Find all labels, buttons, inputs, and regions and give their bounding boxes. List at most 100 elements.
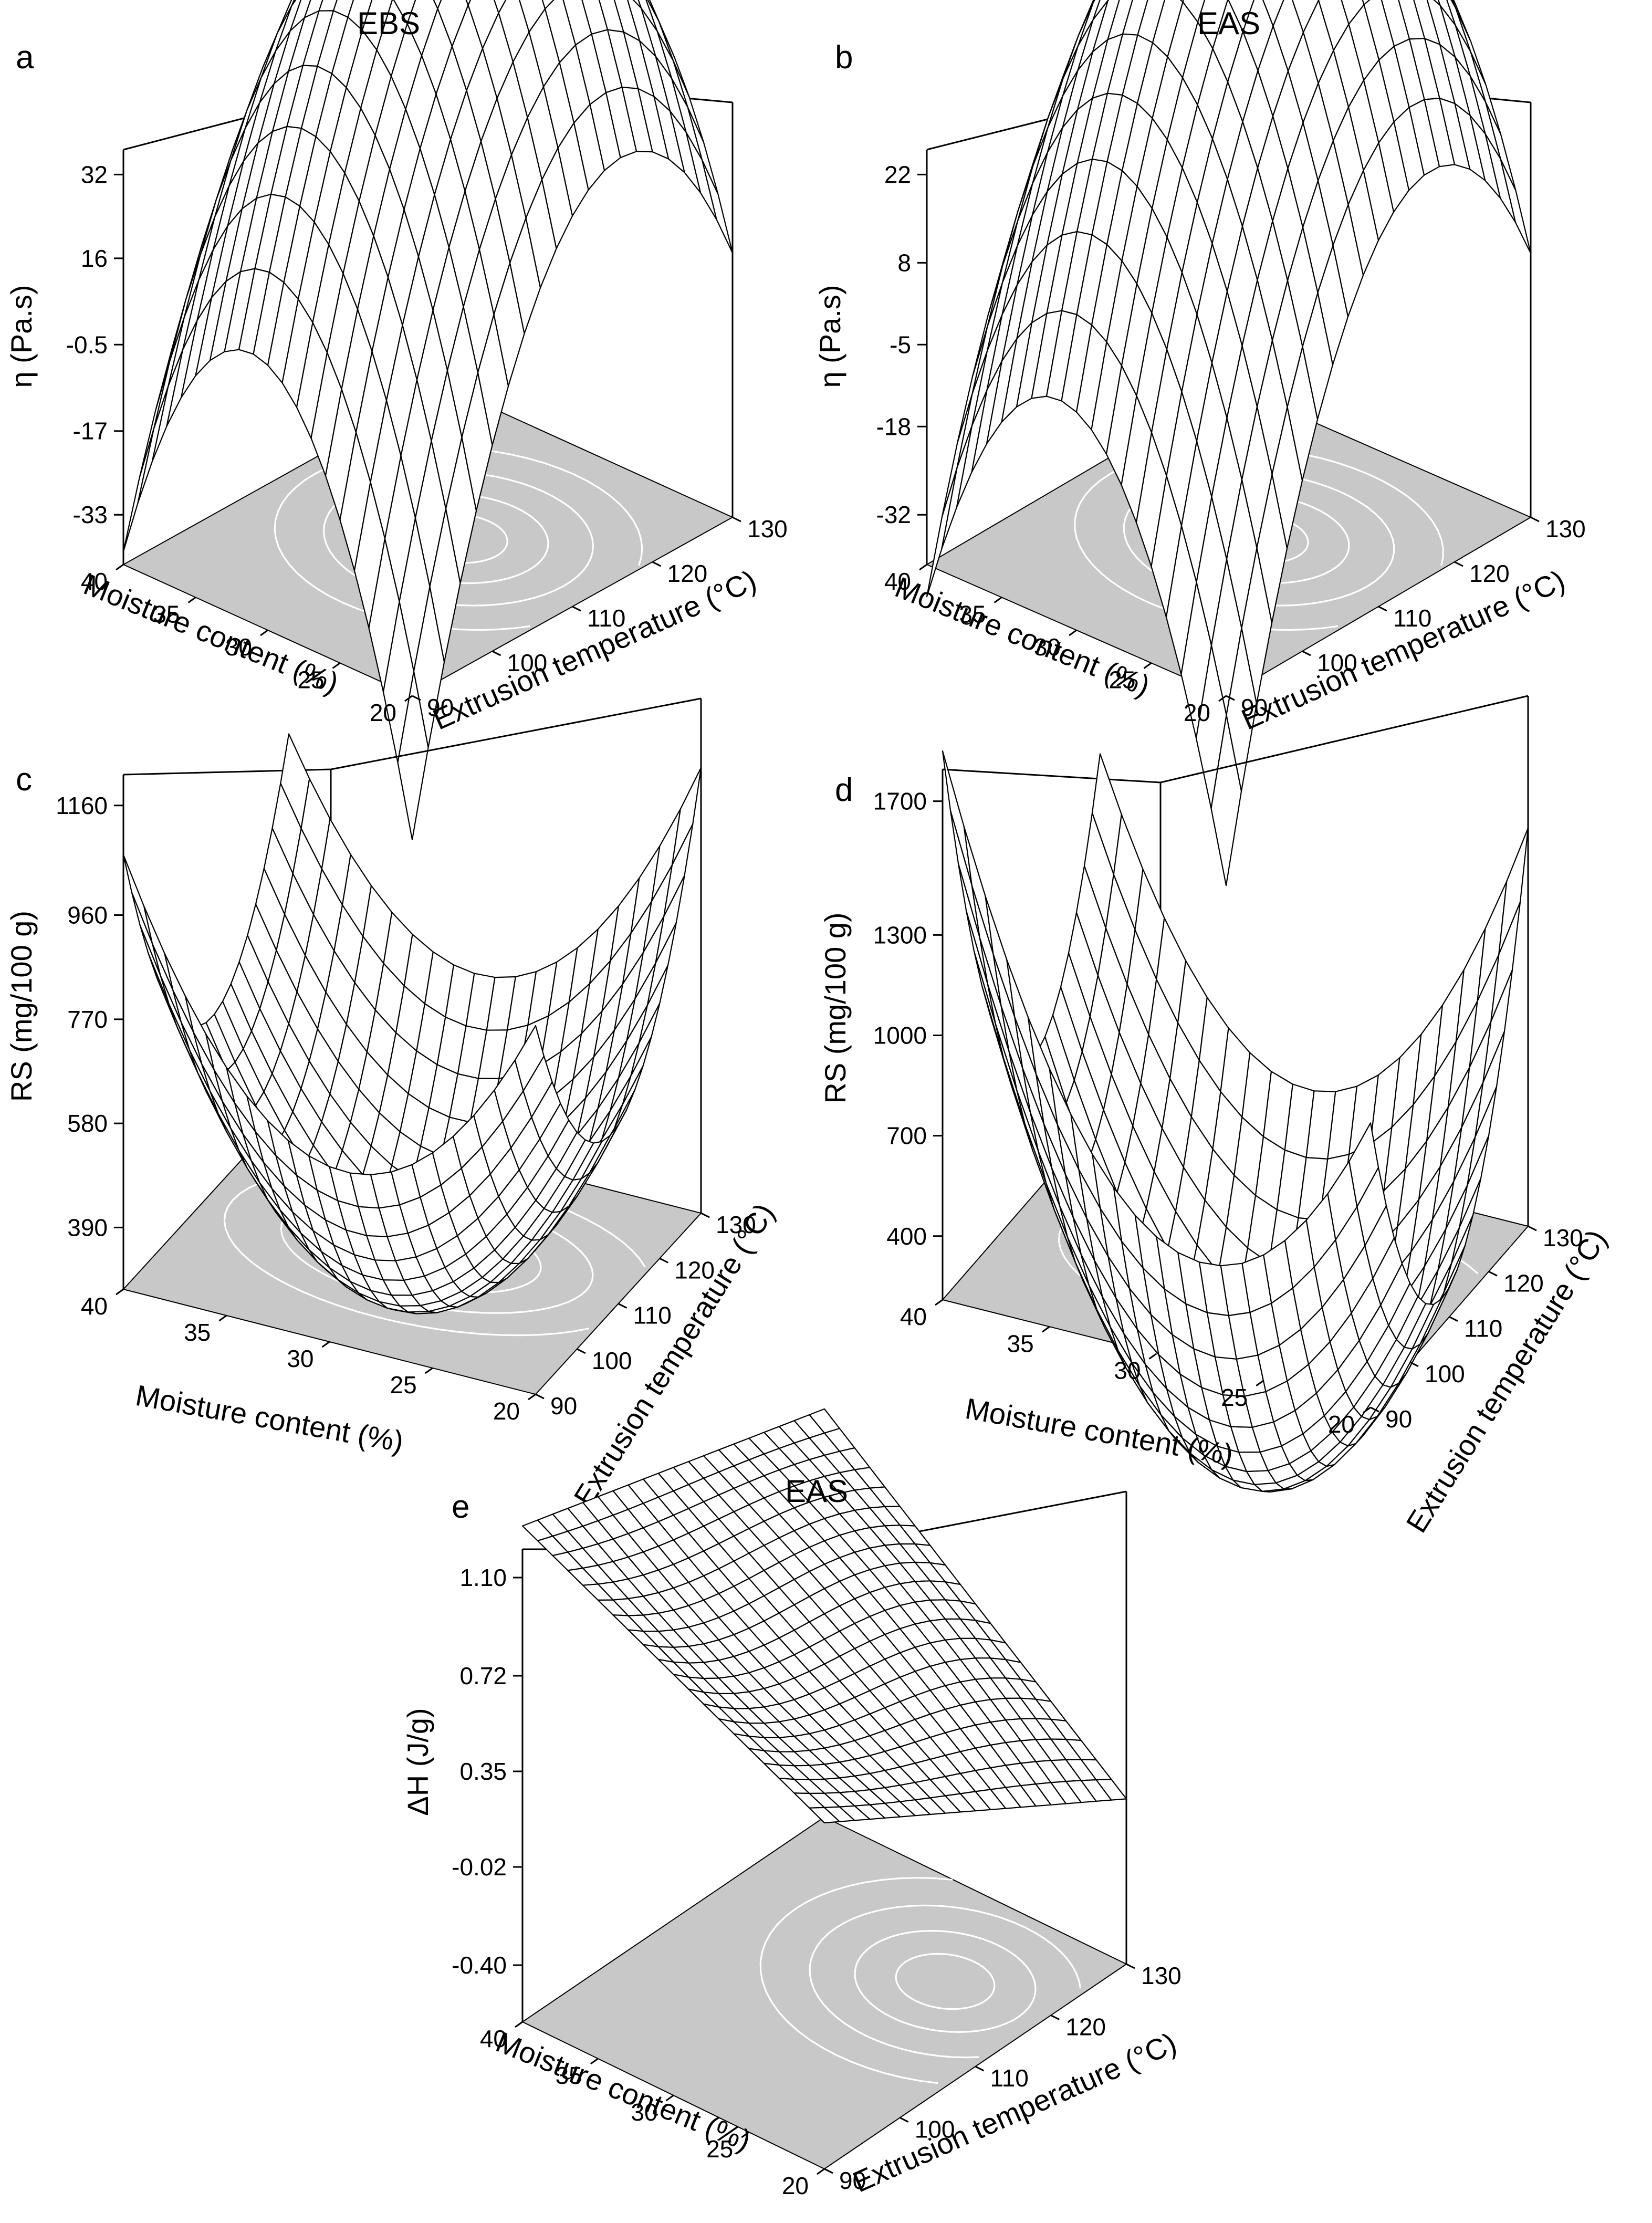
z-tick-label: -0.40 xyxy=(452,1951,507,1979)
surface-mesh xyxy=(521,1408,1127,1824)
x-tick-label: 40 xyxy=(884,568,911,595)
y-tick-label: 120 xyxy=(667,560,708,587)
x-tick xyxy=(1069,629,1077,636)
z-tick-label: -0.5 xyxy=(66,331,108,358)
y-tick-label: 110 xyxy=(1464,1315,1502,1342)
contour-line xyxy=(854,1929,1037,2033)
x-tick xyxy=(1256,1380,1264,1386)
x-tick xyxy=(116,1288,124,1296)
z-tick-label: -32 xyxy=(876,501,911,528)
surface-mesh xyxy=(942,750,1529,1493)
y-tick-label: 130 xyxy=(747,515,788,542)
z-axis-title: RS (mg/100 g) xyxy=(5,911,38,1102)
x-tick-label: 40 xyxy=(480,2025,507,2052)
z-axis-title: ΔH (J/g) xyxy=(401,1708,434,1815)
x-tick xyxy=(1148,1353,1157,1360)
y-tick xyxy=(1409,1361,1419,1368)
x-tick-label: 20 xyxy=(1328,1411,1355,1438)
y-tick-label: 90 xyxy=(1241,694,1268,721)
surface-cell xyxy=(433,0,442,9)
z-tick-label: 16 xyxy=(81,245,108,272)
y-tick-label: 130 xyxy=(1545,515,1586,542)
x-tick-label: 20 xyxy=(493,1397,520,1425)
panel-letter: e xyxy=(452,1489,469,1525)
z-tick-label: 1700 xyxy=(873,788,927,815)
z-tick-label: -33 xyxy=(73,501,108,528)
y-tick-label: 100 xyxy=(1317,649,1357,676)
x-axis-title: Moisture content (%) xyxy=(133,1379,406,1458)
y-tick-label: 110 xyxy=(587,604,625,632)
x-tick-label: 25 xyxy=(1109,666,1135,694)
z-tick-label: 1.10 xyxy=(459,1564,507,1591)
x-tick-label: 25 xyxy=(390,1371,417,1398)
x-tick-label: 35 xyxy=(959,601,986,628)
x-tick xyxy=(528,1393,536,1401)
surface-cell xyxy=(1210,714,1242,886)
y-tick-label: 130 xyxy=(1543,1224,1583,1251)
y-tick-label: 100 xyxy=(915,2116,955,2143)
z-tick-label: -0.02 xyxy=(452,1853,507,1881)
y-tick xyxy=(700,1212,710,1218)
x-tick-label: 35 xyxy=(153,601,180,628)
panel-title: EAS xyxy=(785,1474,848,1509)
surface-mesh xyxy=(122,0,734,841)
x-tick xyxy=(665,2094,674,2102)
y-tick xyxy=(659,1257,668,1264)
y-tick xyxy=(824,2168,833,2174)
y-tick-label: 120 xyxy=(1065,2013,1106,2041)
x-tick-label: 25 xyxy=(706,2135,733,2163)
panel-letter: d xyxy=(835,772,853,808)
x-tick xyxy=(218,1314,227,1322)
surface-mesh xyxy=(122,733,702,1314)
x-tick-label: 30 xyxy=(287,1345,313,1372)
x-tick xyxy=(321,1341,330,1348)
panel-letter: b xyxy=(835,39,853,76)
y-tick-label: 90 xyxy=(427,694,454,721)
x-tick-label: 20 xyxy=(370,699,396,726)
surface-cell xyxy=(701,159,734,254)
surface-mesh xyxy=(926,0,1532,886)
y-tick xyxy=(1530,516,1540,523)
y-tick-label: 130 xyxy=(716,1211,756,1238)
y-tick xyxy=(572,606,581,612)
y-tick xyxy=(535,1393,545,1400)
z-axis-title: RS (mg/100 g) xyxy=(819,912,852,1103)
x-tick xyxy=(332,662,341,669)
x-tick-label: 35 xyxy=(184,1319,211,1346)
surface-cell xyxy=(122,427,155,552)
y-tick xyxy=(1226,695,1235,701)
y-tick xyxy=(652,561,662,567)
z-tick-label: 700 xyxy=(886,1122,927,1150)
y-tick-label: 120 xyxy=(674,1256,715,1283)
panel-c: 1160 960 770 580 390 40 35 30 25 20 90 100110120130… xyxy=(5,697,781,1512)
z-tick-label: 960 xyxy=(67,902,108,929)
x-tick xyxy=(817,2168,825,2175)
y-tick xyxy=(975,2065,985,2072)
panel-letter: a xyxy=(16,39,34,76)
y-tick xyxy=(492,650,501,656)
y-tick-label: 90 xyxy=(550,1392,577,1420)
x-tick xyxy=(515,2021,523,2028)
surface-cell xyxy=(122,854,153,944)
x-tick xyxy=(1363,1406,1371,1414)
x-tick-label: 25 xyxy=(297,666,324,694)
x-tick-label: 40 xyxy=(81,1292,108,1320)
y-tick xyxy=(1488,1270,1498,1277)
y-tick-label: 90 xyxy=(839,2167,866,2194)
z-tick-label: 580 xyxy=(67,1110,108,1137)
y-tick xyxy=(1449,1316,1458,1322)
y-tick-label: 110 xyxy=(1393,604,1431,632)
x-tick-label: 20 xyxy=(782,2172,809,2199)
y-tick xyxy=(618,1303,628,1309)
surface-cell xyxy=(809,1807,840,1824)
y-tick-label: 100 xyxy=(1425,1360,1465,1387)
z-tick-label: 770 xyxy=(67,1006,108,1033)
panel-title: EAS xyxy=(1197,6,1260,41)
x-tick-label: 30 xyxy=(1114,1357,1141,1384)
y-tick xyxy=(1302,650,1311,656)
y-tick xyxy=(412,695,421,701)
x-tick xyxy=(1041,1326,1050,1333)
y-tick-label: 120 xyxy=(1469,560,1510,587)
surface-cell xyxy=(514,1025,545,1092)
